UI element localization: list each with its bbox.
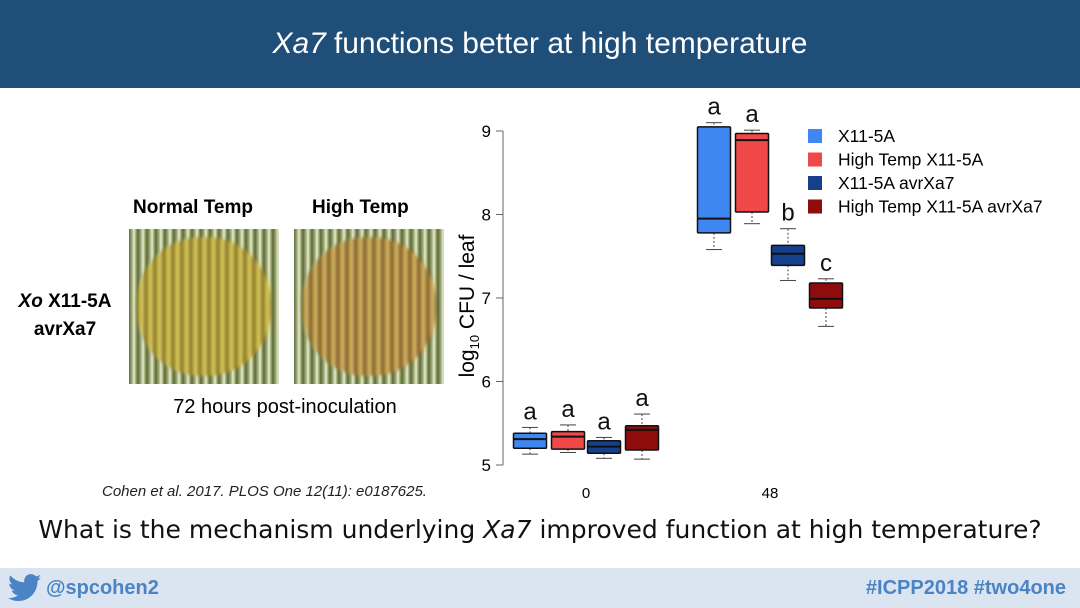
box: [770, 244, 806, 267]
question-before: What is the mechanism underlying: [38, 515, 476, 544]
legend-swatch: [808, 176, 822, 190]
significance-letter: a: [523, 398, 537, 425]
slide-title-bar: Xa7 functions better at high temperature: [0, 0, 1080, 88]
significance-letter: a: [707, 94, 721, 121]
significance-letter: a: [597, 408, 611, 435]
footer-bar: @spcohen2 #ICPP2018 #two4one: [0, 568, 1080, 608]
significance-letter: c: [820, 250, 832, 277]
question-gene: Xa7: [483, 515, 532, 544]
question-after: improved function at high temperature?: [539, 515, 1042, 544]
significance-letter: b: [781, 200, 794, 227]
research-question: What is the mechanism underlying Xa7 imp…: [0, 515, 1080, 544]
y-tick-label: 7: [482, 289, 491, 308]
box: [550, 430, 586, 450]
legend-label: X11-5A avrXa7: [838, 173, 954, 193]
normal-temp-leaf-photo: [129, 229, 279, 384]
box: [624, 425, 660, 451]
legend-label: X11-5A: [838, 126, 895, 146]
box: [696, 126, 732, 234]
high-temp-label: High Temp: [312, 197, 409, 218]
box: [808, 282, 844, 309]
x-tick-label: 48: [762, 485, 779, 502]
high-temp-leaf-photo: [294, 229, 444, 384]
legend-label: High Temp X11-5A avrXa7: [838, 197, 1043, 217]
significance-letter: a: [635, 385, 649, 412]
strain-species: Xo: [18, 291, 43, 312]
strain-name: X11-5A: [48, 291, 112, 312]
title-gene-name: Xa7: [272, 27, 326, 60]
strain-effector: avrXa7: [33, 319, 97, 340]
twitter-bird-icon: [7, 574, 42, 608]
y-tick-label: 5: [482, 456, 491, 475]
y-tick-label: 9: [482, 122, 491, 141]
significance-letter: a: [561, 396, 575, 423]
legend-label: High Temp X11-5A: [838, 150, 984, 170]
y-tick-label: 8: [482, 206, 491, 225]
box: [512, 432, 548, 450]
leaf-lesion: [301, 236, 437, 377]
legend-swatch: [808, 199, 822, 214]
photo-caption: 72 hours post-inoculation: [173, 396, 397, 418]
y-tick-label: 6: [482, 373, 491, 392]
y-axis-label: log10 CFU / leaf: [456, 234, 482, 377]
conference-hashtags: #ICPP2018 #two4one: [865, 577, 1066, 599]
twitter-handle[interactable]: @spcohen2: [46, 577, 159, 599]
citation: Cohen et al. 2017. PLOS One 12(11): e018…: [102, 483, 427, 500]
strain-label: Xo X11-5A avrXa7: [10, 288, 120, 344]
legend-swatch: [808, 152, 822, 167]
legend-swatch: [808, 129, 822, 143]
x-tick-label: 0: [582, 485, 590, 502]
title-text: functions better at high temperature: [333, 27, 808, 60]
box: [734, 132, 770, 213]
leaf-lesion: [136, 236, 272, 377]
significance-letter: a: [745, 101, 759, 128]
normal-temp-label: Normal Temp: [133, 197, 254, 218]
